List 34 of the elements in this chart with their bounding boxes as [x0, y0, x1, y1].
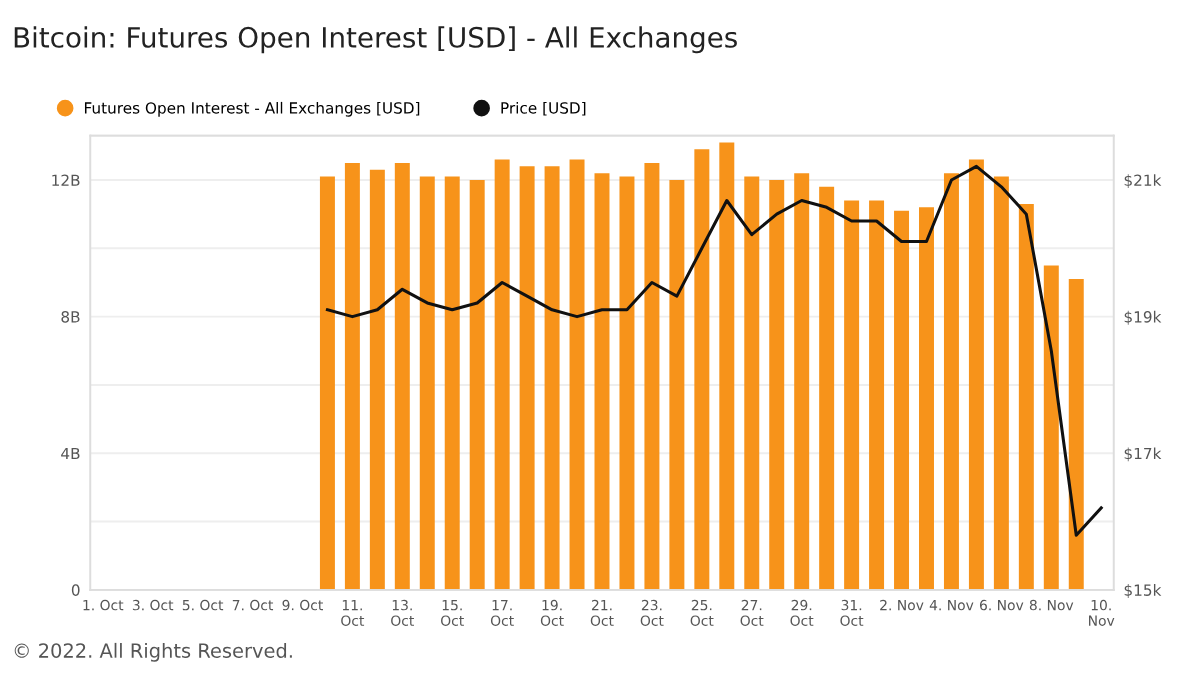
bar [1018, 203, 1034, 590]
bar [319, 176, 335, 590]
bar [494, 159, 510, 590]
bar [594, 173, 610, 590]
bar [569, 159, 585, 590]
bar [794, 173, 810, 590]
bar [1043, 265, 1059, 590]
bar [968, 159, 984, 590]
bar [519, 166, 535, 590]
bar [819, 186, 835, 590]
bar [369, 169, 385, 590]
bar [419, 176, 435, 590]
bar [344, 162, 360, 590]
line-series [325, 164, 1103, 537]
text: © 2022. All Rights Reserved. [14, 642, 292, 662]
bar [644, 162, 660, 590]
bar [769, 180, 785, 590]
bar [669, 180, 685, 590]
bar [394, 162, 410, 590]
bar [694, 149, 710, 590]
bar [919, 207, 934, 590]
bar [993, 176, 1009, 590]
bar [719, 142, 735, 590]
bar [844, 200, 860, 590]
bar [469, 180, 485, 590]
bar [744, 176, 760, 590]
bar [869, 200, 885, 590]
bar [544, 166, 560, 590]
bar [444, 176, 460, 590]
bar [894, 210, 910, 590]
bar [619, 176, 635, 590]
bar [1068, 279, 1084, 590]
chart-title: Bitcoin: Futures Open Interest [USD] - All Exchanges [14, 26, 737, 54]
bar [943, 173, 959, 590]
